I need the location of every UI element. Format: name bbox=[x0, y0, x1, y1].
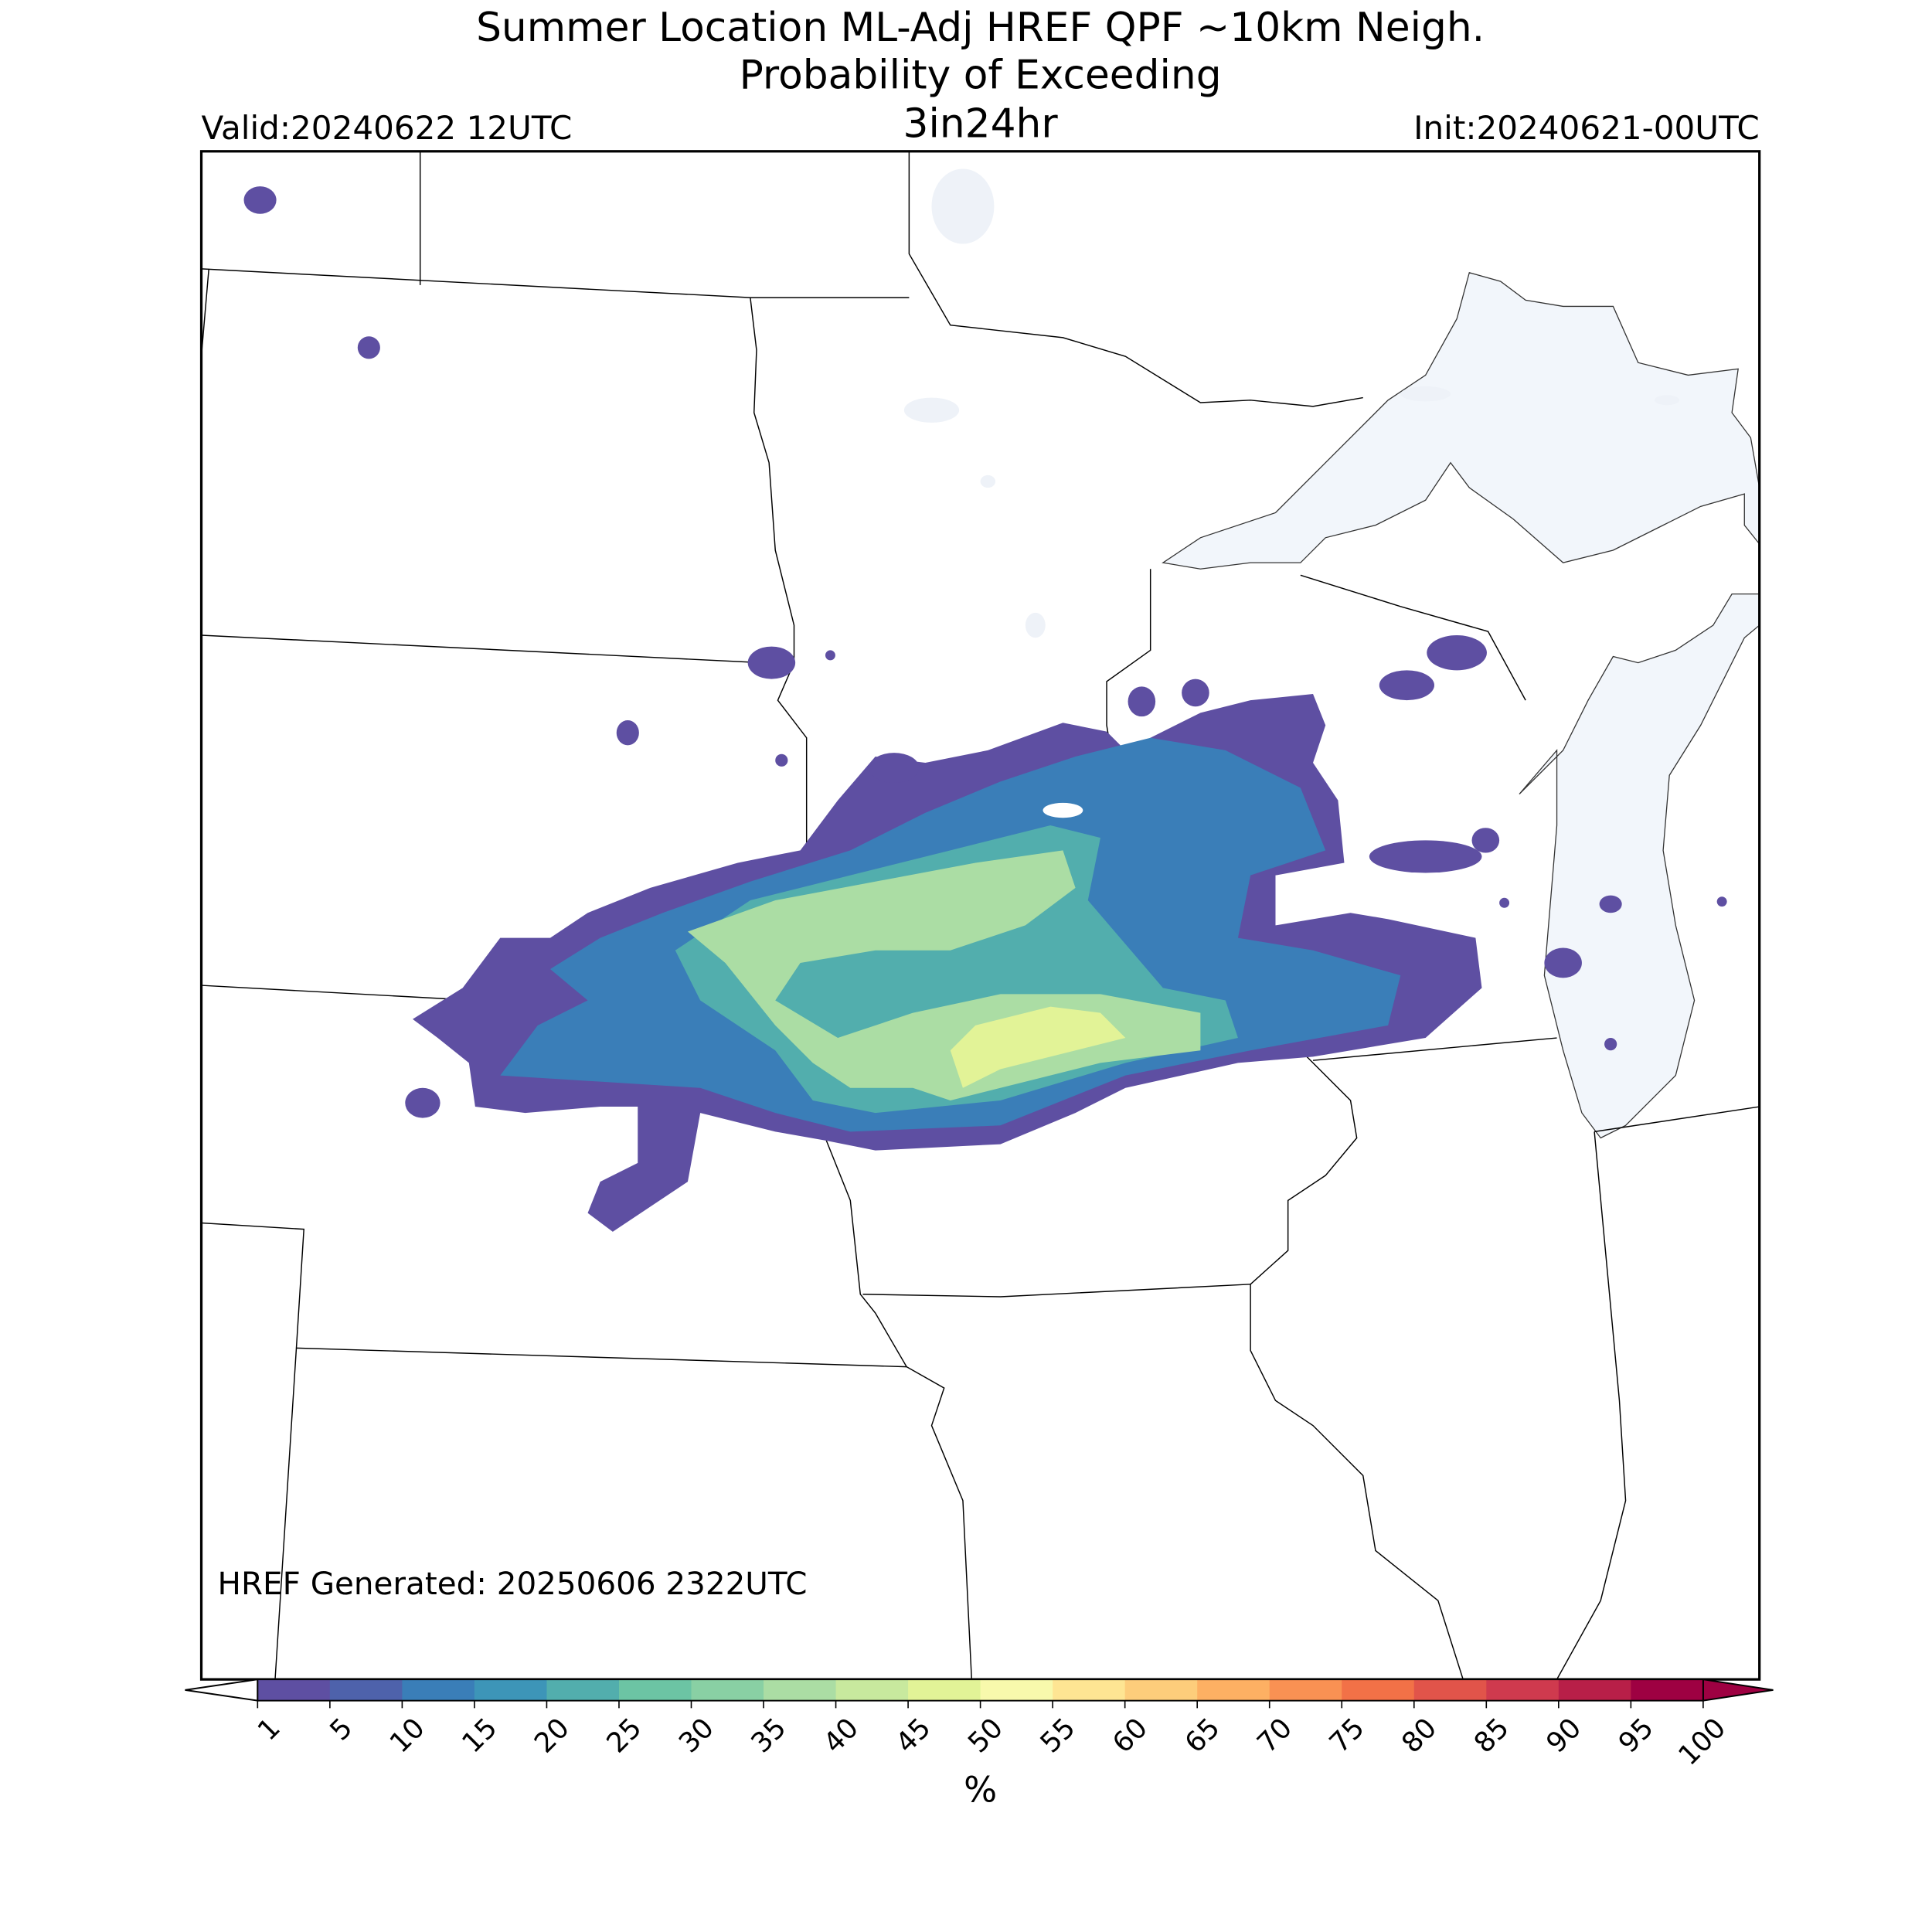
colorbar-segment bbox=[1342, 1679, 1415, 1701]
lake-michigan bbox=[1519, 593, 1760, 1139]
colorbar-segment bbox=[257, 1679, 331, 1701]
init-time: Init:20240621-00UTC bbox=[1413, 109, 1760, 147]
colorbar-segment bbox=[1197, 1679, 1270, 1701]
colorbar-segment bbox=[1558, 1679, 1632, 1701]
colorbar-segment bbox=[764, 1679, 837, 1701]
title-line2: Probability of Exceeding bbox=[740, 52, 1222, 98]
colorbar-segment bbox=[402, 1679, 475, 1701]
colorbar-segment bbox=[546, 1679, 620, 1701]
colorbar-label: % bbox=[964, 1769, 997, 1810]
colorbar-segment bbox=[1053, 1679, 1126, 1701]
colorbar-segment bbox=[980, 1679, 1053, 1701]
title-line1: Summer Location ML-Adj HREF QPF ~10km Ne… bbox=[476, 5, 1485, 51]
probability-field bbox=[243, 186, 1727, 1232]
colorbar-segment bbox=[1631, 1679, 1704, 1701]
colorbar-segment bbox=[1269, 1679, 1343, 1701]
map-area bbox=[201, 151, 1760, 1680]
valid-time: Valid:20240622 12UTC bbox=[202, 109, 573, 147]
lake-superior bbox=[1162, 271, 1760, 570]
colorbar-segment bbox=[329, 1679, 403, 1701]
small-lakes bbox=[903, 168, 1680, 638]
colorbar-segment bbox=[1486, 1679, 1560, 1701]
colorbar-segment bbox=[618, 1679, 692, 1701]
colorbar-segment bbox=[835, 1679, 909, 1701]
colorbar-segment bbox=[1413, 1679, 1488, 1701]
colorbar-segment bbox=[908, 1679, 981, 1701]
colorbar-segment bbox=[474, 1679, 548, 1701]
colorbar-segment bbox=[691, 1679, 764, 1701]
threshold: 3in24hr bbox=[903, 100, 1059, 147]
generated-time: HREF Generated: 20250606 2322UTC bbox=[218, 1565, 808, 1602]
colorbar-segment bbox=[1124, 1679, 1198, 1701]
